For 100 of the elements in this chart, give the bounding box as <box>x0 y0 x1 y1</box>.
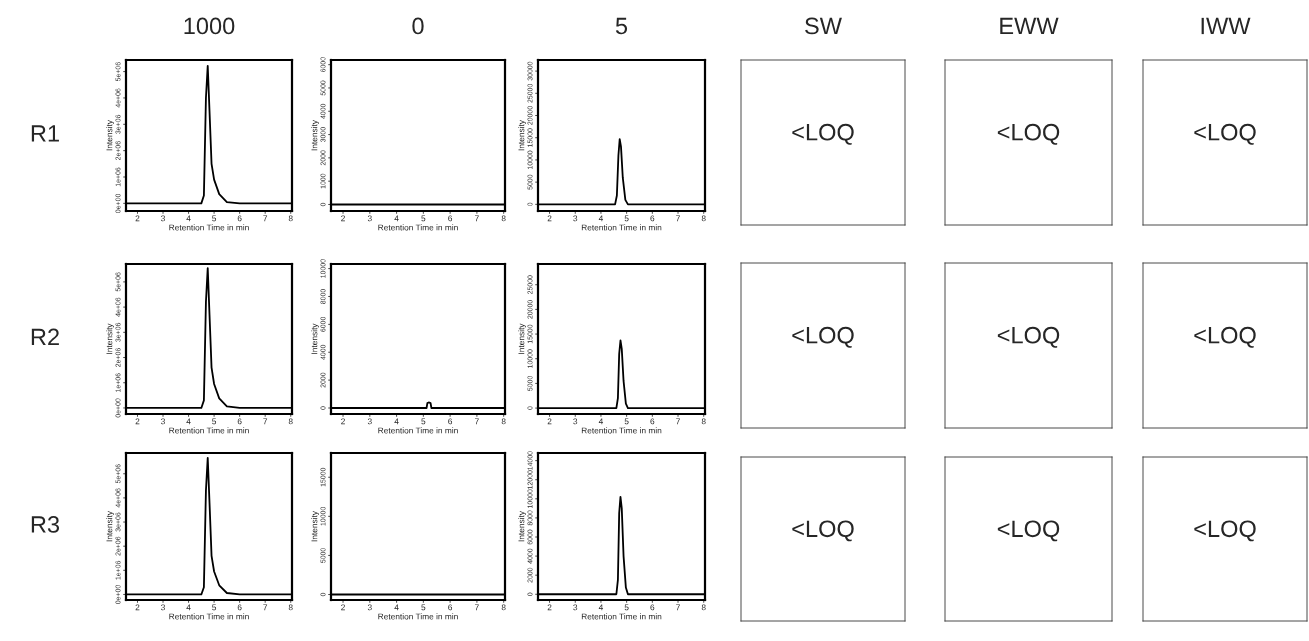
x-tick-label: 8 <box>288 215 293 222</box>
text: <LOQ <box>997 520 1060 542</box>
x-tick-label: 6 <box>237 604 242 611</box>
x-tick-label: 8 <box>501 418 506 425</box>
x-tick-label: 3 <box>367 215 372 222</box>
y-axis-title: Intensity <box>311 511 319 542</box>
x-tick-label: 4 <box>186 604 191 611</box>
x-tick-label: 5 <box>421 418 426 425</box>
x-tick-label: 3 <box>161 604 165 611</box>
x-tick-label: 3 <box>161 418 165 425</box>
x-tick-label: 5 <box>624 604 629 611</box>
x-tick-label: 2 <box>135 418 140 425</box>
x-tick-label: 3 <box>161 215 165 222</box>
x-axis-title: Retention Time in min <box>169 613 249 620</box>
x-tick-label: 4 <box>394 215 399 222</box>
x-tick-label: 5 <box>421 604 426 611</box>
x-tick-label: 3 <box>573 418 578 425</box>
x-tick-label: 5 <box>212 215 217 222</box>
x-tick-label: 8 <box>501 215 506 222</box>
text: <LOQ <box>792 326 854 348</box>
x-tick-label: 6 <box>237 418 242 425</box>
y-axis-title: Intensity <box>311 323 319 354</box>
x-axis-title: Retention Time in min <box>169 224 249 231</box>
x-tick-label: 2 <box>135 215 140 222</box>
x-tick-label: 7 <box>263 215 268 222</box>
y-axis-title: Intensity <box>106 511 114 542</box>
x-tick-label: 7 <box>263 418 268 425</box>
text: <LOQ <box>792 123 854 145</box>
x-tick-label: 8 <box>288 418 293 425</box>
x-tick-label: 5 <box>624 215 629 222</box>
x-axis-title: Retention Time in min <box>378 224 458 231</box>
x-tick-label: 7 <box>475 418 479 425</box>
y-axis-title: Intensity <box>518 120 526 151</box>
x-tick-label: 4 <box>598 215 604 222</box>
text: <LOQ <box>997 326 1060 348</box>
text: <LOQ <box>1194 123 1256 145</box>
x-tick-label: 7 <box>676 604 680 611</box>
x-tick-label: 5 <box>212 418 217 425</box>
x-tick-label: 8 <box>701 604 706 611</box>
x-tick-label: 6 <box>650 604 655 611</box>
x-tick-label: 4 <box>394 604 399 611</box>
text: <LOQ <box>997 123 1060 145</box>
x-tick-label: 3 <box>573 604 578 611</box>
x-tick-label: 6 <box>448 604 453 611</box>
x-tick-label: 5 <box>624 418 629 425</box>
x-tick-label: 8 <box>288 604 293 611</box>
x-tick-label: 2 <box>547 604 552 611</box>
text: <LOQ <box>1194 520 1256 542</box>
x-tick-label: 4 <box>598 418 604 425</box>
text: IWW <box>1201 17 1251 35</box>
x-tick-label: 2 <box>547 215 552 222</box>
x-tick-label: 4 <box>394 418 399 425</box>
text: <LOQ <box>1194 326 1256 348</box>
x-tick-label: 2 <box>341 604 345 611</box>
x-axis-title: Retention Time in min <box>378 427 458 434</box>
x-tick-label: 7 <box>263 604 268 611</box>
chart-title: 1000 <box>184 17 235 35</box>
x-axis-title: Retention Time in min <box>581 224 662 231</box>
chart-title: 0 <box>412 17 424 35</box>
y-axis-title: Intensity <box>106 120 114 151</box>
x-tick-label: 6 <box>448 215 453 222</box>
y-axis-title: Intensity <box>106 323 114 354</box>
text: EWW <box>1000 17 1059 35</box>
text: SW <box>805 17 842 35</box>
x-tick-label: 3 <box>573 215 578 222</box>
x-tick-label: 4 <box>598 604 604 611</box>
x-tick-label: 5 <box>421 215 426 222</box>
x-axis-title: Retention Time in min <box>581 427 662 434</box>
x-tick-label: 2 <box>341 215 345 222</box>
x-axis-title: Retention Time in min <box>581 613 662 620</box>
x-tick-label: 4 <box>186 418 191 425</box>
x-axis-title: Retention Time in min <box>169 427 249 434</box>
line-series <box>126 267 292 409</box>
x-tick-label: 7 <box>475 604 479 611</box>
x-tick-label: 2 <box>547 418 552 425</box>
text: R1 <box>31 125 59 142</box>
x-tick-label: 2 <box>341 418 345 425</box>
x-tick-label: 3 <box>367 418 372 425</box>
x-tick-label: 8 <box>701 418 706 425</box>
x-tick-label: 8 <box>701 215 706 222</box>
y-axis-title: Intensity <box>518 511 526 542</box>
x-tick-label: 7 <box>676 418 680 425</box>
chart-title: 5 <box>615 17 628 35</box>
x-tick-label: 6 <box>650 215 655 222</box>
x-tick-label: 7 <box>475 215 479 222</box>
text: <LOQ <box>792 520 854 542</box>
x-tick-label: 5 <box>212 604 217 611</box>
x-tick-label: 6 <box>650 418 655 425</box>
line-series <box>126 456 292 596</box>
x-axis-title: Retention Time in min <box>378 613 458 620</box>
text: R3 <box>31 516 60 533</box>
x-tick-label: 6 <box>448 418 453 425</box>
x-tick-label: 6 <box>237 215 242 222</box>
x-tick-label: 2 <box>135 604 140 611</box>
y-axis-title: Intensity <box>518 323 526 354</box>
x-tick-label: 4 <box>186 215 191 222</box>
x-tick-label: 3 <box>367 604 372 611</box>
x-tick-label: 8 <box>501 604 506 611</box>
y-axis-title: Intensity <box>311 120 319 151</box>
x-tick-label: 7 <box>676 215 680 222</box>
